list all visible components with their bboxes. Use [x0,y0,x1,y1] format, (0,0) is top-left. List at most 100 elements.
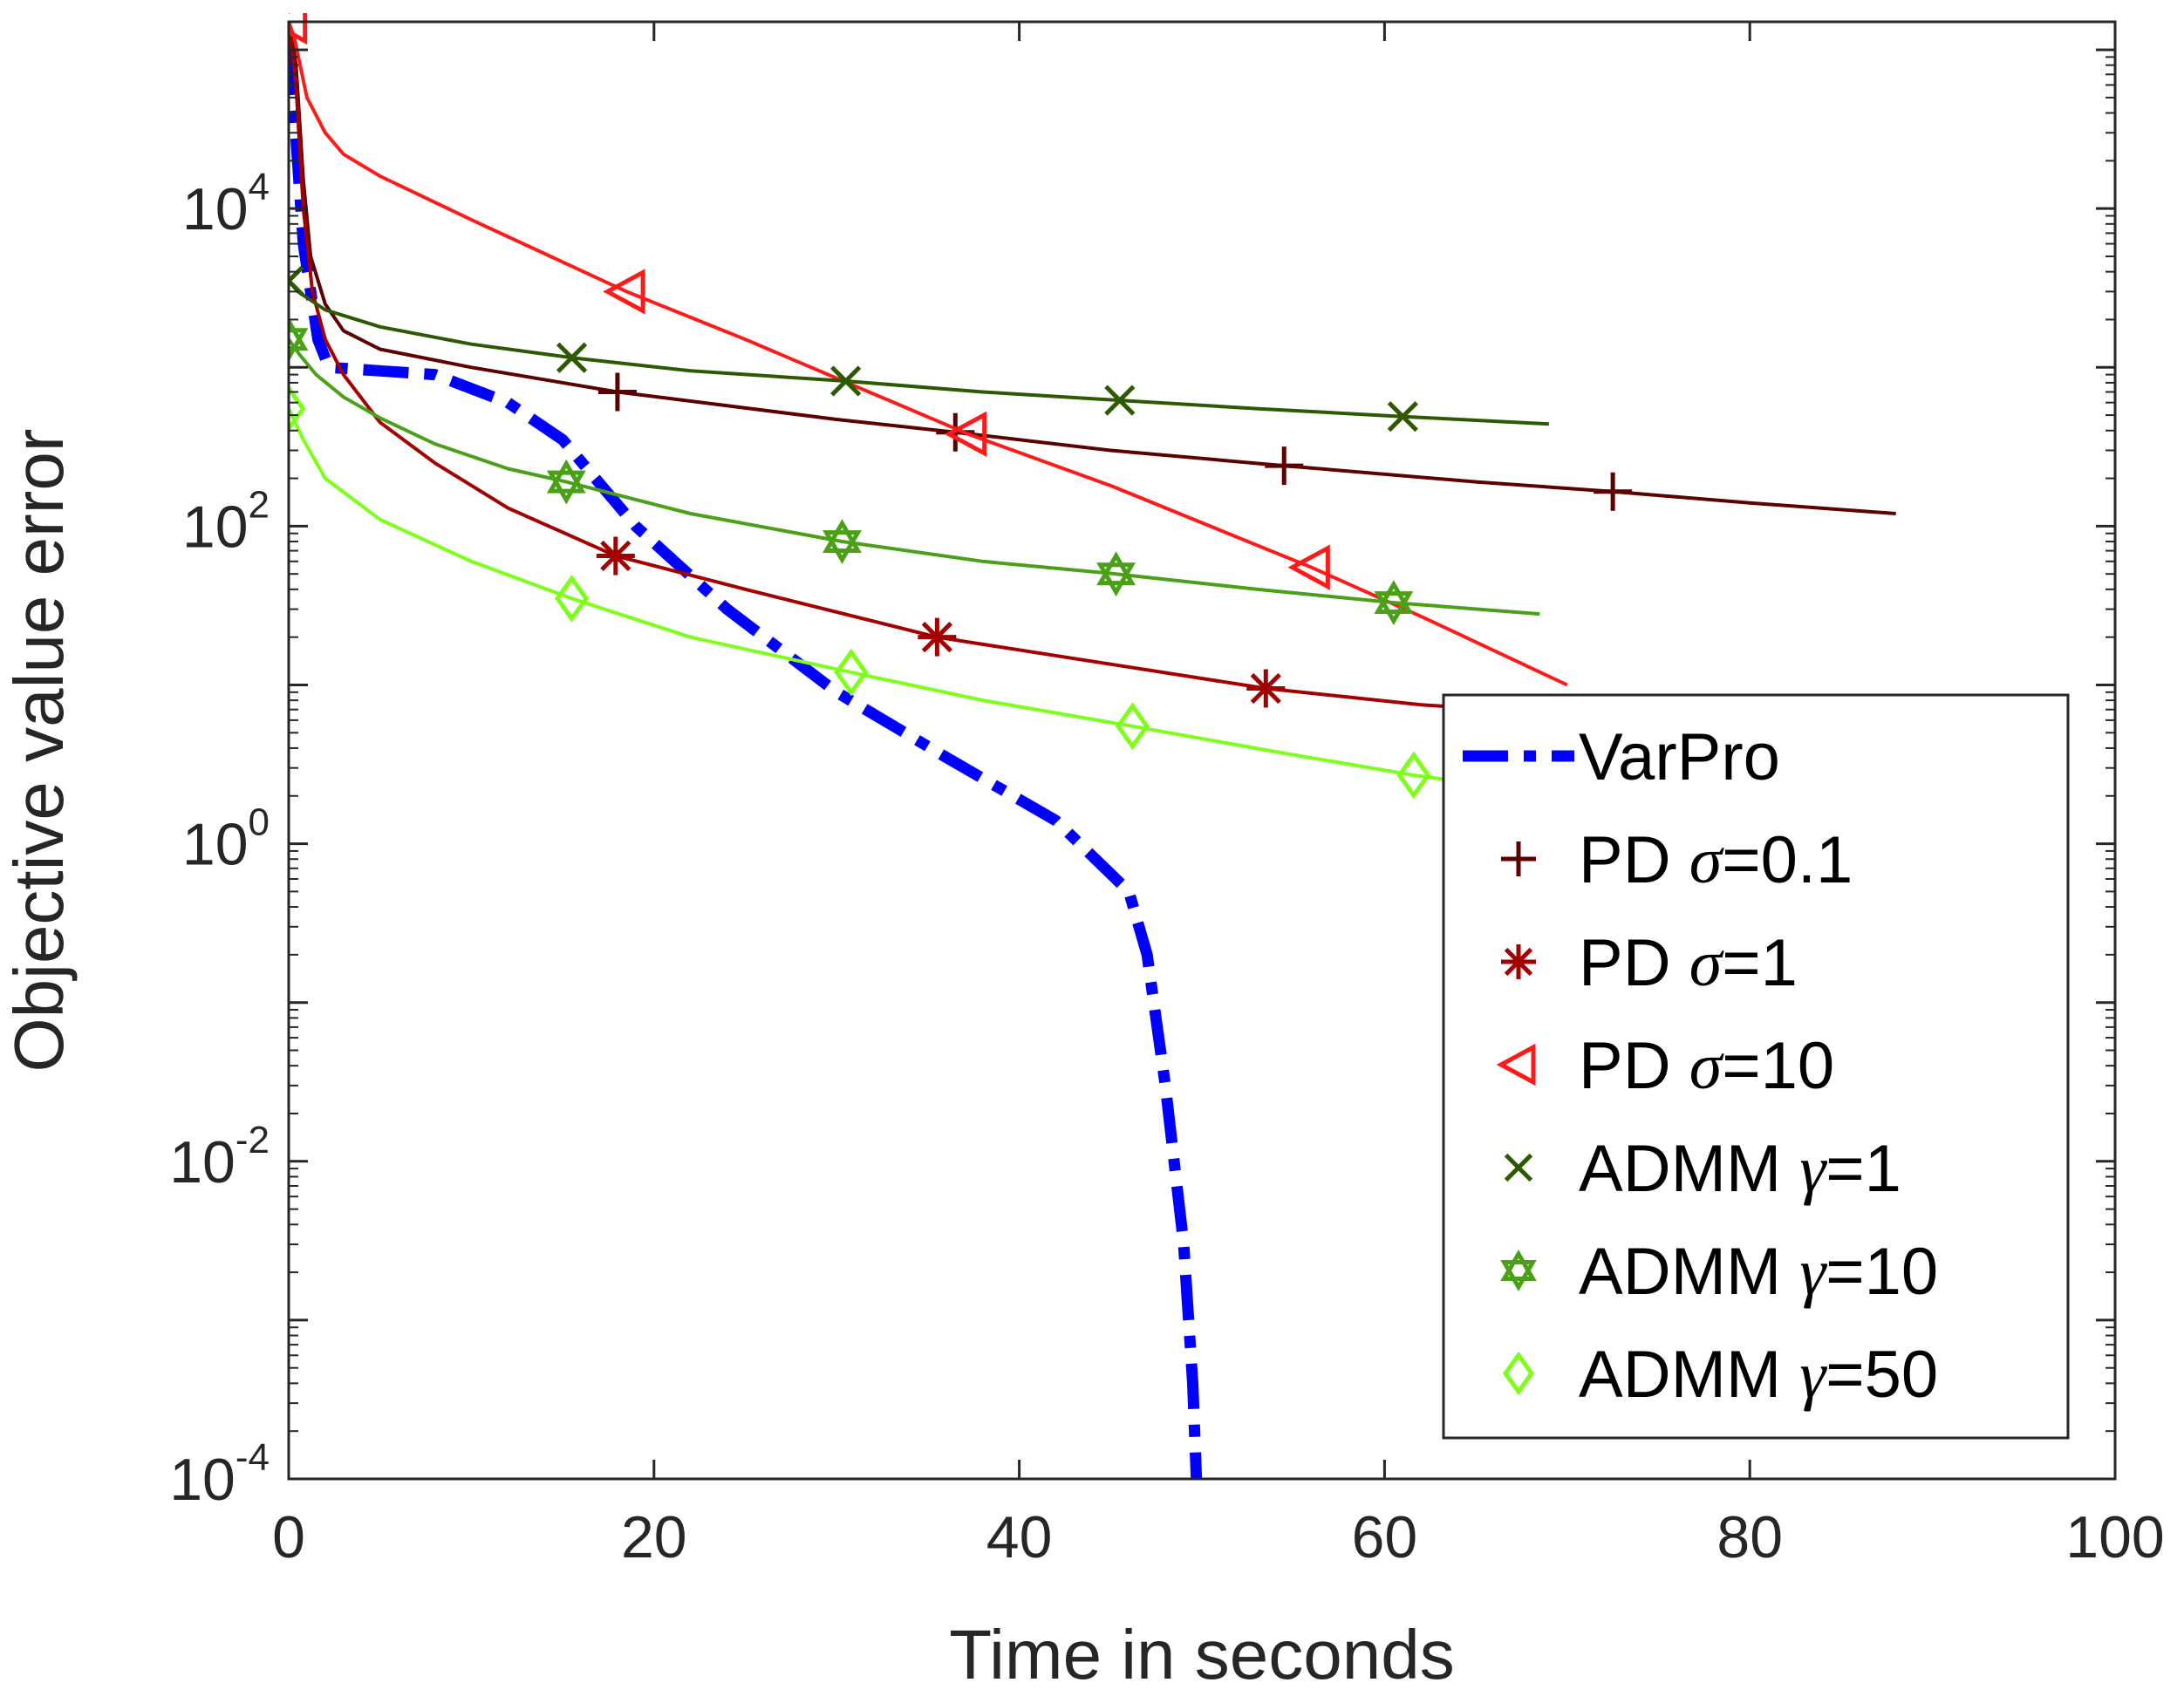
series-5-marker-3-inner [1096,562,1136,597]
series-4 [289,265,1550,433]
legend-entry-4: ADMM γ=1 [1504,1132,1901,1206]
series-line-5 [289,338,1540,616]
series-6-marker-2 [834,648,869,697]
legend-label-2: PD σ=1 [1579,926,1798,1000]
series-2-marker-0 [596,536,635,576]
series-0 [289,49,1203,1479]
series-6-marker-3 [1115,702,1150,751]
x-axis-label: Time in seconds [949,1616,1455,1693]
x-tick-label-1: 20 [621,1504,687,1570]
y-tick-label-2: 100 [182,801,270,878]
legend-entry-6: ADMM γ=50 [1502,1338,1938,1412]
y-axis-label: Objective value error [0,428,78,1072]
legend-label-suffix: =10 [1826,1235,1938,1309]
y-tick-label-base: 10 [182,494,249,560]
legend-label-suffix: =1 [1826,1132,1901,1206]
y-tick-label-3: 102 [182,483,270,560]
legend-label-prefix: PD [1579,1029,1689,1103]
legend-entry-5: ADMM γ=10 [1500,1235,1938,1309]
x-tick-label-4: 80 [1716,1504,1783,1570]
legend-label-symbol: γ [1799,1236,1827,1309]
series-1-marker-2 [1265,446,1304,486]
legend-label-6: ADMM γ=50 [1579,1338,1938,1412]
legend-label-suffix: =1 [1722,926,1798,1000]
series-line-0 [289,49,1203,1479]
legend-label-symbol: γ [1799,1339,1827,1412]
legend-label-prefix: PD [1579,823,1689,897]
series-6-marker-1 [554,575,590,623]
y-tick-label-base: 10 [169,1129,235,1196]
legend-entry-1: PD σ=0.1 [1501,823,1853,897]
series-4-marker-1 [556,342,588,373]
legend-entry-2: PD σ=1 [1501,926,1798,1000]
series-5-marker-3 [1096,551,1136,586]
y-tick-label-exp: -2 [235,1119,270,1161]
y-tick-label-base: 10 [182,812,249,878]
legend-label-prefix: ADMM [1579,1338,1799,1412]
series-1-marker-3 [1594,472,1633,511]
legend-entry-0: VarPro [1463,720,1780,794]
series-5-marker-1-inner [546,470,586,505]
legend-label-3: PD σ=10 [1579,1029,1834,1103]
y-tick-label-1: 10-2 [169,1119,270,1196]
legend-label-prefix: PD [1579,926,1689,1000]
y-tick-label-base: 10 [169,1447,235,1513]
legend-label-4: ADMM γ=1 [1579,1132,1901,1206]
legend-marker-1 [1501,841,1536,876]
series-2-marker-1 [918,617,957,657]
axes-box [287,20,2117,1481]
series-line-2 [289,21,1567,717]
legend-label-suffix: =10 [1722,1029,1834,1103]
plot-area [289,13,1896,1479]
legend-marker-4 [1504,1153,1533,1182]
series-4-marker-4 [1387,401,1418,433]
legend-label-symbol: σ [1689,824,1724,897]
legend-label-prefix: ADMM [1579,1132,1799,1206]
legend-marker-3 [1496,1043,1536,1087]
y-tick-label-exp: 2 [249,483,270,526]
series-3-marker-2 [944,411,987,457]
x-tick-label-3: 60 [1352,1504,1418,1570]
series-6 [289,385,1495,800]
y-tick-label-exp: 4 [249,166,270,208]
x-tick-label-2: 40 [986,1504,1053,1570]
series-5-marker-4 [1374,580,1414,615]
legend-label-prefix: VarPro [1579,720,1780,794]
legend-label-suffix: =0.1 [1722,823,1853,897]
series-line-3 [289,21,1568,687]
series-1 [289,21,1896,515]
series-5-marker-4-inner [1374,591,1414,625]
legend-marker-5-inner [1500,1260,1537,1292]
x-tick-label-0: 0 [272,1504,305,1570]
legend-label-1: PD σ=0.1 [1579,823,1853,897]
y-tick-label-exp: -4 [235,1436,270,1479]
series-line-4 [289,279,1550,426]
series-5-marker-2 [822,519,862,553]
series-4-marker-2 [830,365,862,397]
legend-label-prefix: ADMM [1579,1235,1799,1309]
y-tick-label-base: 10 [182,176,249,242]
series-5-marker-0-inner [289,328,309,363]
legend-label-5: ADMM γ=10 [1579,1235,1938,1309]
legend-marker-6 [1502,1351,1535,1396]
legend-label-symbol: γ [1799,1133,1827,1206]
legend-label-symbol: σ [1689,927,1724,1000]
series-5 [289,317,1540,625]
legend-label-0: VarPro [1579,720,1780,794]
series-6-marker-4 [1396,751,1431,800]
y-tick-label-0: 10-4 [169,1436,270,1513]
y-tick-label-4: 104 [182,166,270,242]
legend-label-symbol: σ [1689,1030,1724,1103]
series-line-6 [289,407,1495,788]
legend-marker-2 [1501,944,1536,979]
series-5-marker-0 [289,317,309,351]
y-tick-label-exp: 0 [249,801,270,844]
series-5-marker-1 [546,459,586,494]
legend-marker-5 [1500,1249,1537,1281]
series-5-marker-2-inner [822,530,862,564]
series-3-marker-3 [1287,544,1330,590]
series-3-marker-1 [603,269,645,315]
